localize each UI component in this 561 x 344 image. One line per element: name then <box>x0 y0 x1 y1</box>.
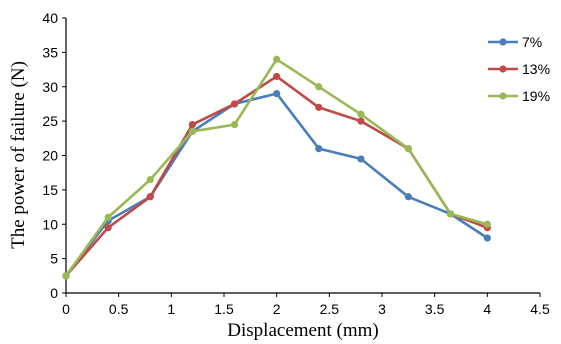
data-point <box>273 90 281 98</box>
y-tick-label: 20 <box>42 148 58 164</box>
data-point <box>230 120 239 129</box>
y-tick-label: 5 <box>50 251 58 267</box>
x-tick-label: 3 <box>378 301 386 317</box>
data-point <box>315 103 323 111</box>
data-point <box>62 272 70 280</box>
series-3 <box>62 55 491 280</box>
y-tick-label: 25 <box>42 113 58 129</box>
data-point <box>146 193 154 201</box>
y-tick-label: 40 <box>42 10 58 26</box>
data-point <box>104 213 112 221</box>
x-tick-label: 1 <box>167 301 175 317</box>
series-line <box>64 92 489 277</box>
series-layer <box>62 55 491 280</box>
legend-item: 19% <box>488 88 550 104</box>
y-tick-label: 0 <box>50 285 58 301</box>
data-point <box>357 110 365 118</box>
y-axis-title: The power of failure (N) <box>8 61 29 249</box>
legend-swatch-marker <box>499 92 507 100</box>
x-tick-label: 4 <box>483 301 491 317</box>
data-point <box>315 145 323 153</box>
data-point <box>446 210 455 218</box>
data-point <box>404 145 412 153</box>
y-tick-labels: 0 5 10 15 20 25 30 35 40 <box>42 10 66 301</box>
data-point <box>357 117 365 125</box>
data-point <box>188 120 196 129</box>
data-point <box>483 220 491 228</box>
x-tick-labels: 0 0.5 1 1.5 2 2.5 3 3.5 4 4.5 <box>62 293 550 317</box>
x-tick-label: 3.5 <box>425 301 445 317</box>
legend-label: 7% <box>522 34 542 50</box>
y-tick-label: 15 <box>42 182 58 198</box>
y-tick-label: 30 <box>42 79 58 95</box>
x-tick-label: 2 <box>273 301 281 317</box>
data-point <box>230 100 239 108</box>
series-line <box>65 75 488 277</box>
data-point <box>404 193 412 201</box>
x-tick-label: 4.5 <box>530 301 550 317</box>
data-point <box>357 155 365 163</box>
legend-label: 13% <box>522 61 550 77</box>
data-point <box>273 55 281 63</box>
x-tick-label: 2.5 <box>320 301 340 317</box>
x-tick-label: 1.5 <box>214 301 234 317</box>
legend-item: 13% <box>488 61 550 77</box>
data-point <box>188 127 196 136</box>
x-tick-label: 0.5 <box>109 301 129 317</box>
legend-label: 19% <box>522 88 550 104</box>
axes <box>65 18 540 294</box>
data-point <box>146 175 154 184</box>
y-tick-label: 10 <box>42 216 58 232</box>
legend-swatch-marker <box>499 38 507 46</box>
data-point <box>315 83 323 91</box>
legend-item: 7% <box>488 34 542 50</box>
legend-swatch-marker <box>499 65 507 73</box>
y-tick-label: 35 <box>42 44 58 60</box>
x-tick-label: 0 <box>62 301 70 317</box>
legend: 7% 13% 19% <box>488 34 550 104</box>
data-point <box>104 224 112 232</box>
data-point <box>273 72 281 81</box>
data-point <box>483 234 491 242</box>
series-1 <box>62 90 491 280</box>
x-axis-title: Displacement (mm) <box>227 320 378 341</box>
